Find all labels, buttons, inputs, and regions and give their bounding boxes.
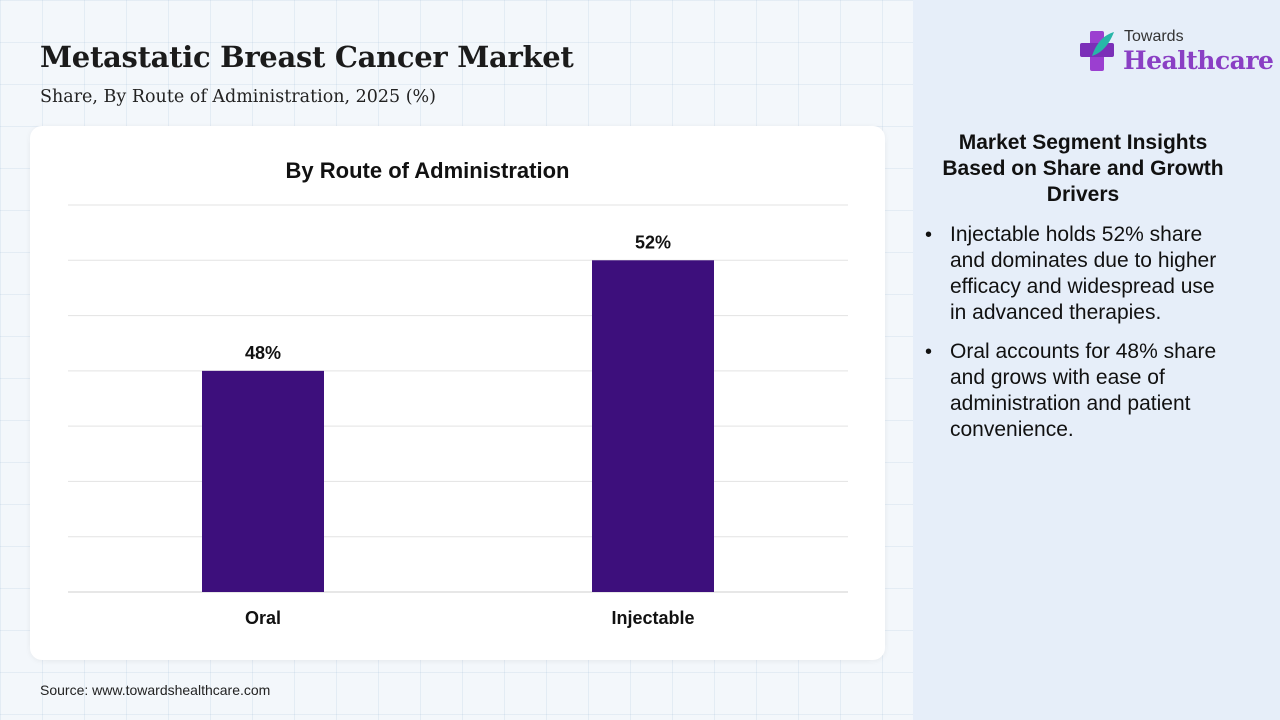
- page-subtitle: Share, By Route of Administration, 2025 …: [40, 87, 437, 107]
- towards-healthcare-logo: [1080, 31, 1114, 71]
- bar-chart: 48% Oral 52% Injectable: [68, 204, 848, 628]
- x-tick-label-injectable: Injectable: [611, 608, 694, 628]
- chart-title: By Route of Administration: [285, 158, 570, 183]
- medical-cross-icon: [1080, 31, 1114, 71]
- bar-injectable: [592, 260, 714, 592]
- x-tick-label-oral: Oral: [245, 608, 281, 628]
- insight-item: Injectable holds 52% share and dominates…: [925, 222, 1235, 326]
- insights-title: Market Segment Insights Based on Share a…: [942, 131, 1224, 206]
- bar-oral: [202, 370, 324, 592]
- insights-list: Injectable holds 52% share and dominates…: [925, 222, 1235, 456]
- logo-text-towards: Towards: [1124, 28, 1184, 45]
- data-label-injectable: 52%: [635, 232, 671, 252]
- insight-item: Oral accounts for 48% share and grows wi…: [925, 339, 1235, 443]
- logo-text-healthcare: Healthcare: [1123, 46, 1274, 75]
- source-text: Source: www.towardshealthcare.com: [40, 682, 271, 698]
- data-label-oral: 48%: [245, 343, 281, 363]
- page-title: Metastatic Breast Cancer Market: [40, 40, 574, 74]
- chart-card: [30, 126, 885, 660]
